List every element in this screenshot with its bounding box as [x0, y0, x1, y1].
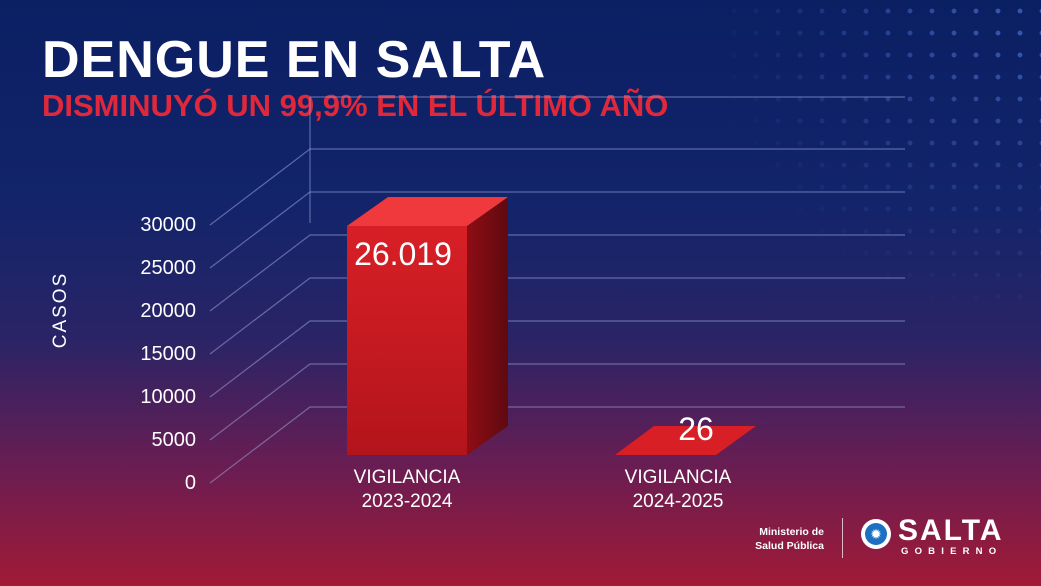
gridline — [209, 148, 905, 226]
chart-title: DENGUE EN SALTA — [42, 31, 547, 89]
sun-seal-icon: ✹ — [861, 519, 891, 549]
data-label: 26 — [678, 411, 714, 447]
footer-divider — [842, 518, 843, 558]
ministry-label: Ministerio de Salud Pública — [755, 526, 824, 552]
bar-top — [347, 197, 508, 227]
gridline — [209, 277, 905, 355]
x-category-label: VIGILANCIA 2023-2024 — [353, 467, 461, 512]
y-axis-label: CASOS — [50, 271, 71, 349]
chart-subtitle: DISMINUYÓ UN 99,9% EN EL ÚLTIMO AÑO — [42, 88, 669, 123]
x-category-label: VIGILANCIA 2024-2025 — [624, 467, 732, 512]
y-tick-label: 30000 — [140, 214, 196, 236]
y-tick-label: 15000 — [140, 343, 196, 365]
bar — [615, 426, 756, 455]
bar — [347, 226, 467, 455]
y-tick-label: 20000 — [140, 300, 196, 322]
gridline — [209, 363, 905, 441]
gridline — [209, 234, 905, 312]
y-tick-label: 25000 — [140, 257, 196, 279]
y-tick-label: 10000 — [140, 386, 196, 408]
bar-side — [467, 197, 508, 455]
gridline — [209, 320, 905, 398]
y-tick-label: 0 — [184, 472, 196, 494]
gridline — [209, 191, 905, 269]
y-tick-label: 5000 — [151, 429, 197, 451]
data-label: 26.019 — [354, 236, 452, 273]
brand-name: SALTA — [898, 514, 1004, 547]
brand-subtitle: GOBIERNO — [901, 546, 1003, 557]
gridline — [209, 406, 905, 484]
dot-pattern — [701, 0, 1041, 330]
